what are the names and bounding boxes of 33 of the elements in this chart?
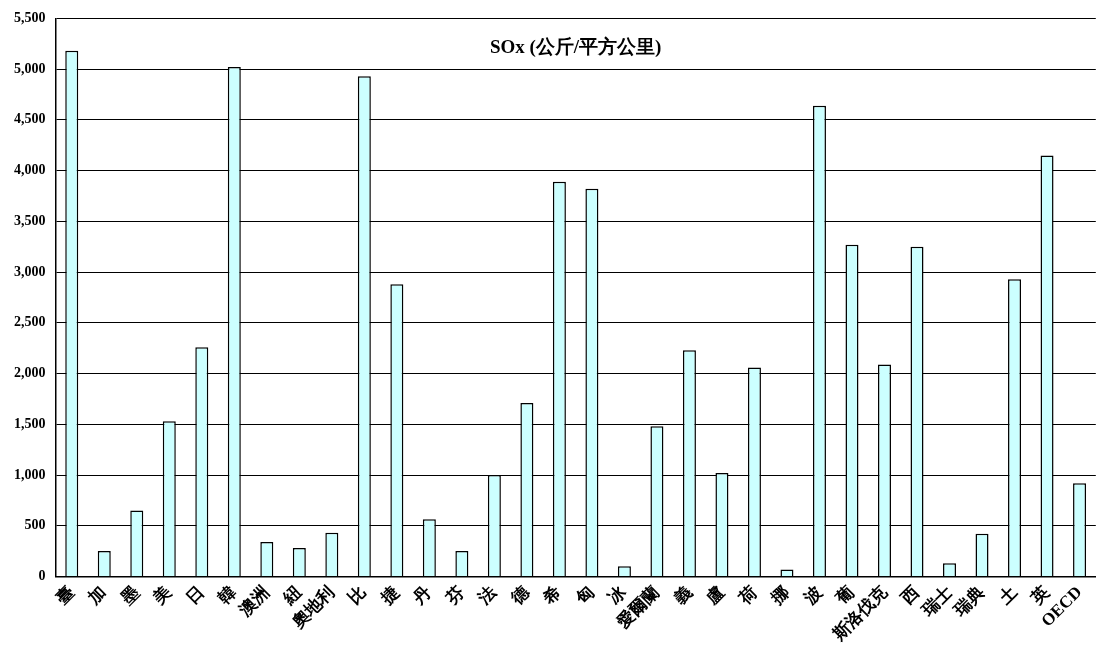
x-tick-label: 芬	[441, 581, 469, 609]
y-tick-label: 3,500	[14, 212, 46, 228]
x-tick-label: 比	[344, 582, 371, 608]
y-tick-label: 5,000	[14, 60, 46, 76]
x-tick-label: 日	[182, 582, 208, 608]
x-tick-label: 土	[994, 582, 1021, 609]
x-tick-label: 葡	[831, 582, 858, 609]
x-tick-label: 德	[506, 581, 534, 609]
x-tick-label: 荷	[734, 582, 761, 609]
x-tick-label: 加	[84, 582, 111, 609]
x-tick-label: 丹	[409, 582, 436, 609]
x-tick-label: 盧	[701, 582, 728, 609]
x-tick-label: 墨	[116, 582, 143, 609]
y-tick-label: 1,000	[14, 466, 46, 482]
y-tick-label: 1,500	[14, 415, 46, 431]
y-tick-label: 0	[38, 568, 46, 584]
y-tick-label: 4,500	[14, 111, 46, 127]
y-tick-label: 5,500	[14, 10, 46, 26]
y-tick-label: 3,000	[14, 263, 46, 279]
x-tick-label: 希	[539, 582, 566, 609]
y-tick-label: 4,000	[14, 162, 46, 178]
x-tick-label: 捷	[376, 582, 403, 609]
text: SOx (公斤/平方公里)	[489, 36, 662, 59]
y-tick-label: 2,500	[14, 314, 46, 330]
y-tick-label: 500	[24, 517, 46, 533]
x-tick-label: 匈	[571, 582, 598, 609]
x-tick-label: 波	[799, 582, 826, 609]
x-tick-label: 義	[669, 582, 696, 609]
x-tick-label: 法	[474, 582, 501, 609]
x-tick-label: 臺	[52, 582, 78, 608]
y-tick-label: 2,000	[14, 365, 46, 381]
x-tick-label: 挪	[766, 582, 793, 609]
x-tick-label: 美	[149, 582, 176, 609]
